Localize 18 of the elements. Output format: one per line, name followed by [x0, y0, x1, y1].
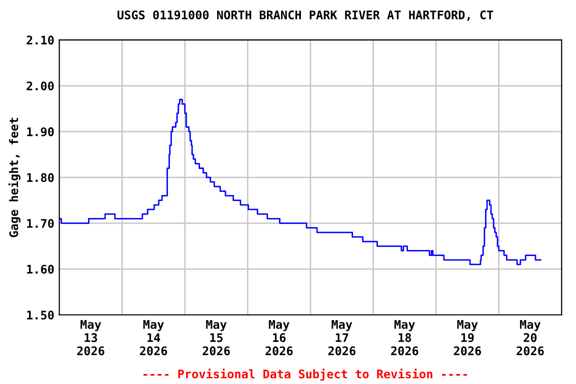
x-tick-label: May 13 2026	[77, 320, 104, 356]
x-tick-label: May 18 2026	[391, 320, 418, 356]
y-tick-label: 1.90	[27, 127, 54, 136]
y-tick-label: 1.80	[27, 173, 54, 182]
x-tick-label: May 14 2026	[140, 320, 168, 356]
y-tick-label: 1.70	[27, 218, 54, 228]
x-tick-label: May 16 2026	[266, 320, 293, 356]
x-tick-label: May 17 2026	[328, 320, 356, 356]
y-tick-label: 2.00	[26, 81, 54, 90]
text: ---- Provisional Data Subject to Revision ----	[144, 368, 468, 381]
x-tick-label: May 15 2026	[202, 320, 230, 356]
x-tick-label: May 19 2026	[454, 320, 481, 356]
y-tick-label: 1.50	[27, 310, 54, 320]
y-axis-title: Gage height, feet	[8, 118, 20, 238]
chart-title: USGS 01191000 NORTH BRANCH PARK RIVER AT HARTFORD, CT	[118, 10, 494, 21]
y-tick-label: 2.10	[26, 36, 54, 45]
y-tick-label: 1.60	[27, 264, 54, 274]
x-tick-label: May 20 2026	[516, 320, 544, 356]
